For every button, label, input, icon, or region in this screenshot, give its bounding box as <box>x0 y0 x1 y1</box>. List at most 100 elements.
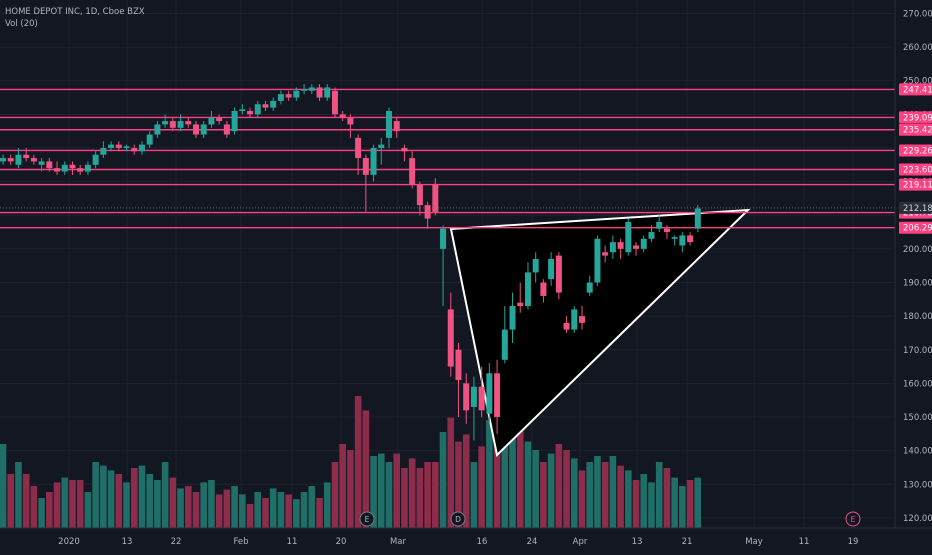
candle-body <box>401 148 407 151</box>
volume-bar <box>679 486 686 528</box>
volume-bar <box>478 446 485 528</box>
x-tick-label: 20 <box>336 537 347 547</box>
volume-bar <box>216 494 223 528</box>
level-price-label: 239.09 <box>903 113 932 123</box>
volume-bar <box>262 498 269 528</box>
candle-body <box>262 104 268 107</box>
x-tick-label: May <box>745 537 763 547</box>
y-tick-label: 150.00 <box>903 413 932 423</box>
volume-bar <box>594 456 601 528</box>
candle-body <box>625 222 631 252</box>
volume-bar <box>695 478 702 528</box>
candle-body <box>355 138 361 158</box>
volume-bar <box>548 454 555 528</box>
volume-bar <box>602 462 609 528</box>
level-price-label: 206.29 <box>903 224 932 234</box>
candle-body <box>278 94 284 101</box>
volume-bar <box>409 458 416 528</box>
candle-body <box>286 94 292 97</box>
event-marker-label: E <box>851 515 856 524</box>
volume-bar <box>31 486 38 528</box>
candle-body <box>695 209 701 229</box>
volume-bar <box>509 434 516 528</box>
candle-body <box>208 118 214 125</box>
candle-body <box>77 168 83 171</box>
candle-body <box>432 185 438 212</box>
volume-bar <box>23 474 30 528</box>
candle-body <box>108 145 114 148</box>
volume-bar <box>440 432 447 528</box>
volume-bar <box>123 482 130 528</box>
volume-bar <box>617 466 624 528</box>
candle-body <box>116 145 122 148</box>
candle-body <box>386 111 392 138</box>
volume-bar <box>378 454 385 528</box>
candle-body <box>147 135 153 145</box>
candle-body <box>610 242 616 252</box>
candle-body <box>224 124 230 134</box>
volume-bar <box>532 450 539 528</box>
volume-bar <box>108 470 115 528</box>
volume-bar <box>486 420 493 528</box>
volume-bar <box>563 450 570 528</box>
volume-bar <box>447 418 454 528</box>
candle-body <box>162 121 168 124</box>
candle-body <box>564 323 570 330</box>
volume-bar <box>324 482 331 528</box>
candle-body <box>93 155 99 165</box>
candle-body <box>270 101 276 108</box>
x-tick-label: 13 <box>122 537 133 547</box>
volume-bar <box>146 474 153 528</box>
candle-body <box>170 121 176 128</box>
volume-bar <box>278 492 285 528</box>
candle-body <box>672 237 678 239</box>
volume-bar <box>293 499 300 528</box>
volume-bar <box>648 482 655 528</box>
candle-body <box>494 373 500 417</box>
volume-bar <box>100 466 107 528</box>
candle-body <box>131 148 137 151</box>
volume-bar <box>610 456 617 528</box>
volume-bar <box>556 444 563 528</box>
candle-body <box>594 239 600 283</box>
candle-body <box>0 158 6 161</box>
level-price-label: 229.26 <box>903 146 932 156</box>
volume-bar <box>633 480 640 528</box>
volume-bar <box>224 490 231 528</box>
x-tick-label: 22 <box>171 537 182 547</box>
candle-body <box>463 383 469 410</box>
volume-bar <box>355 396 362 528</box>
volume-bar <box>301 492 308 528</box>
y-tick-label: 190.00 <box>903 278 932 288</box>
volume-bar <box>332 462 339 528</box>
candle-body <box>455 350 461 380</box>
volume-bar <box>579 470 586 528</box>
volume-bar <box>193 492 200 528</box>
candle-body <box>378 145 384 148</box>
volume-bar <box>424 462 431 528</box>
volume-bar <box>656 462 663 528</box>
volume-bar <box>69 480 76 528</box>
candle-body <box>347 118 353 125</box>
volume-bar <box>162 462 169 528</box>
volume-bar <box>247 504 254 528</box>
volume-bar <box>463 434 470 528</box>
candle-body <box>641 239 647 249</box>
x-tick-label: 11 <box>287 537 298 547</box>
volume-bar <box>316 498 323 528</box>
volume-bar <box>38 498 45 528</box>
candle-body <box>656 222 662 229</box>
volume-bar <box>393 454 400 528</box>
candle-body <box>363 158 369 175</box>
volume-bar <box>154 480 161 528</box>
candle-body <box>255 104 261 114</box>
candle-body <box>201 124 207 134</box>
volume-bar <box>200 482 207 528</box>
y-tick-label: 180.00 <box>903 312 932 322</box>
candle-body <box>232 111 238 131</box>
volume-bar <box>85 492 92 528</box>
candle-body <box>154 124 160 134</box>
volume-bar <box>177 488 184 528</box>
